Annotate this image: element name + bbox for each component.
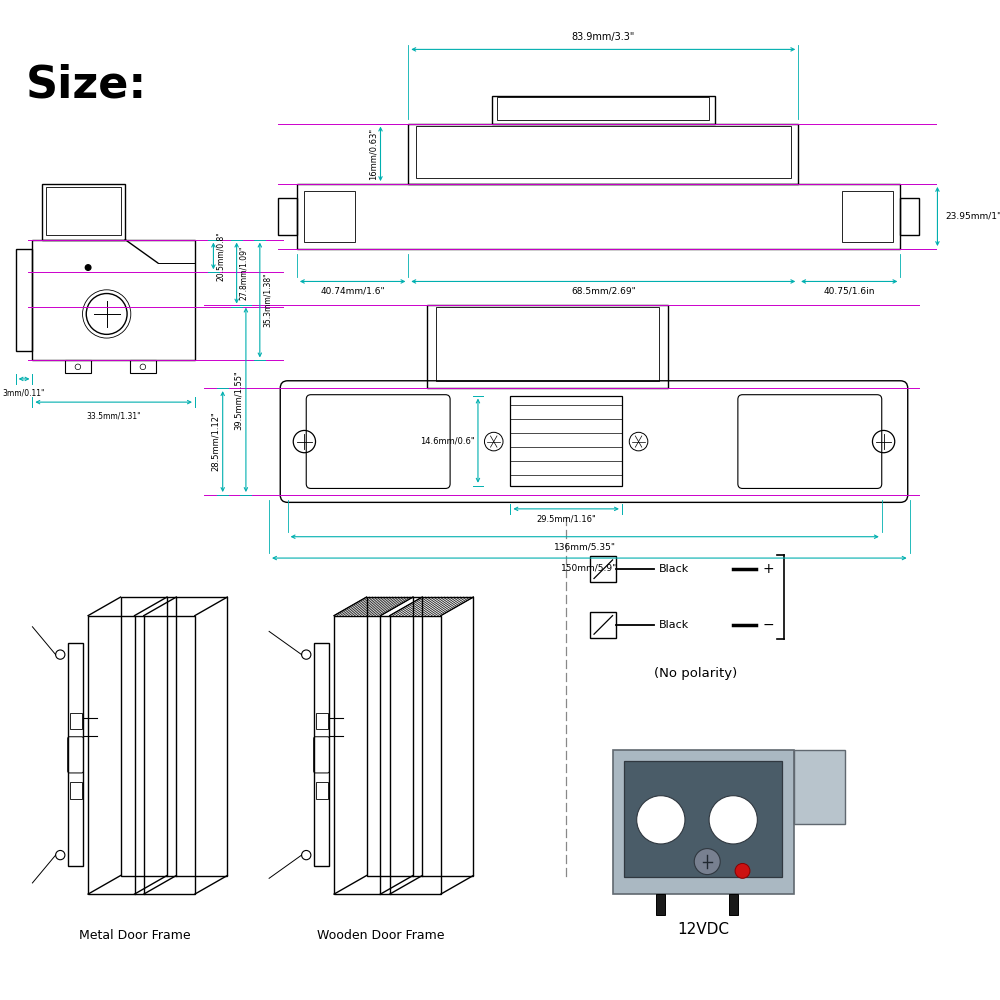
Bar [590,556,616,582]
Text: Size:: Size: [26,63,147,106]
Bar [316,713,328,729]
Text: Wooden Door Frame: Wooden Door Frame [317,929,444,942]
Bar [422,597,473,876]
Bar [656,894,665,915]
Circle shape [85,265,91,270]
Text: 3mm/0.11": 3mm/0.11" [3,388,45,397]
Bar [121,597,167,876]
Text: 83.9mm/3.3": 83.9mm/3.3" [572,32,635,42]
Text: Metal Door Frame: Metal Door Frame [79,929,190,942]
Text: 14.6mm/0.6": 14.6mm/0.6" [421,436,475,445]
Text: 27.8mm/1.09": 27.8mm/1.09" [239,246,248,300]
Circle shape [694,849,720,875]
Bar [390,616,441,894]
Text: −: − [763,618,775,632]
Bar [416,126,791,178]
Text: 33.5mm/1.31": 33.5mm/1.31" [86,411,141,420]
Bar [70,713,82,729]
Bar [492,96,715,124]
Text: 35.3mm/1.38": 35.3mm/1.38" [263,273,272,327]
Bar [510,396,622,486]
Bar [590,612,616,638]
Bar [613,750,794,894]
Bar [46,187,121,235]
Bar [304,191,355,242]
Bar [794,750,845,824]
Bar [130,360,156,373]
Text: Black: Black [659,620,689,630]
Text: 29.5mm/1.16": 29.5mm/1.16" [536,514,596,523]
Bar [497,97,709,120]
Text: 20.5mm/0.8": 20.5mm/0.8" [216,231,225,281]
Bar [367,597,413,876]
Circle shape [637,796,685,844]
Bar [32,240,195,360]
Text: 12VDC: 12VDC [677,922,729,937]
Text: 150mm/5.9": 150mm/5.9" [561,564,617,573]
Bar [314,643,329,866]
Bar [88,616,135,894]
Bar [334,616,380,894]
Text: 28.5mm/1.12": 28.5mm/1.12" [211,412,220,471]
Text: 40.74mm/1.6": 40.74mm/1.6" [320,286,385,295]
Bar [842,191,893,242]
Circle shape [709,796,757,844]
Bar [42,184,125,240]
Bar [729,894,738,915]
Bar [316,782,328,799]
Bar [408,124,798,184]
Bar [427,305,668,388]
Text: (No polarity): (No polarity) [654,667,738,680]
Text: 39.5mm/1.55": 39.5mm/1.55" [234,370,243,430]
Text: 40.75/1.6in: 40.75/1.6in [824,286,875,295]
Text: 16mm/0.63": 16mm/0.63" [369,128,378,180]
Bar [297,184,900,249]
Bar [16,249,32,351]
Circle shape [735,863,750,878]
Bar [70,782,82,799]
Text: Black: Black [659,564,689,574]
Text: 68.5mm/2.69": 68.5mm/2.69" [571,286,636,295]
Bar [436,307,659,381]
Bar [278,198,297,235]
Bar [68,643,83,866]
Text: +: + [763,562,775,576]
Bar [65,360,91,373]
Bar [176,597,227,876]
Bar [144,616,195,894]
Bar [624,761,782,877]
Bar [900,198,919,235]
Text: 23.95mm/1": 23.95mm/1" [945,212,1000,221]
Text: 136mm/5.35": 136mm/5.35" [554,542,616,551]
